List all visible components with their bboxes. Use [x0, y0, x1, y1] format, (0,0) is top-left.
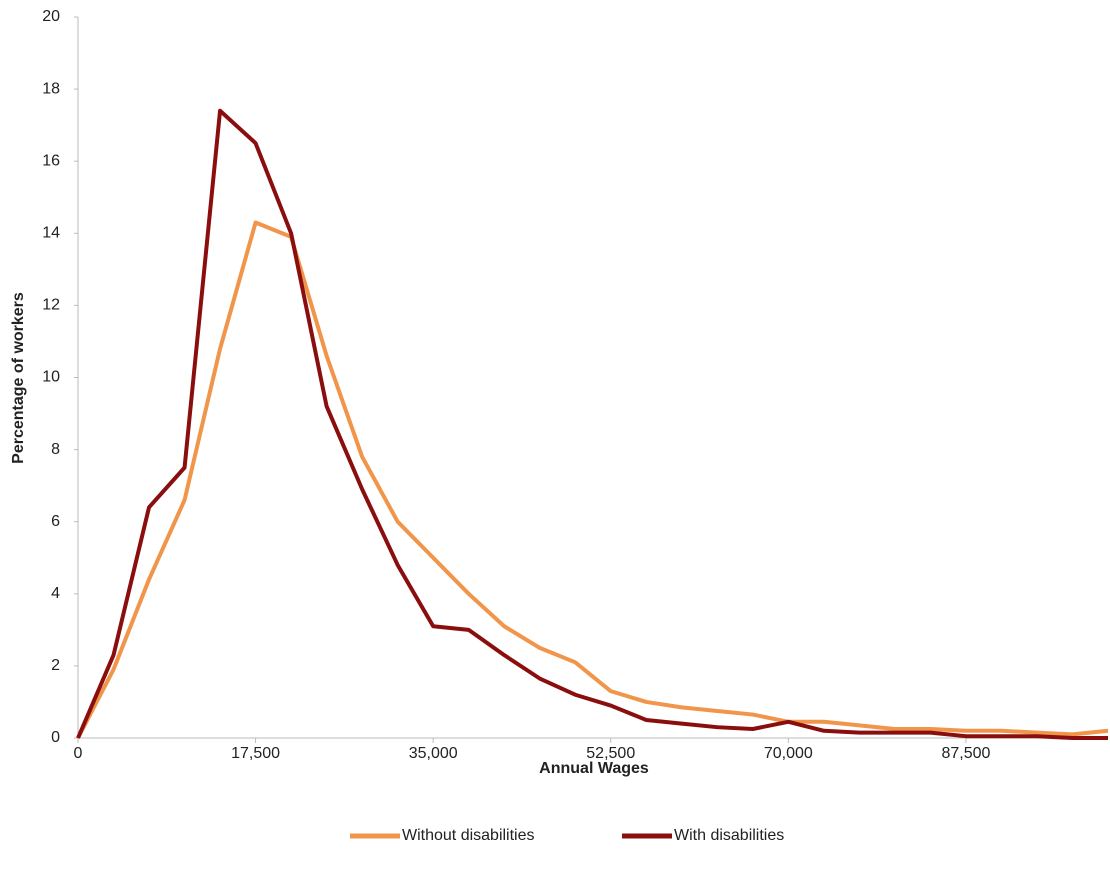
- line-series: [76, 220, 1109, 739]
- x-tick-label: 70,000: [764, 745, 813, 762]
- x-tick-label: 52,500: [586, 745, 635, 762]
- y-tick-label: 10: [42, 369, 60, 386]
- y-tick-label: 6: [51, 513, 60, 530]
- y-tick-label: 8: [51, 441, 60, 458]
- y-tick-label: 18: [42, 80, 60, 97]
- y-axis-title: Percentage of workers: [10, 292, 27, 464]
- y-tick-label: 4: [51, 585, 60, 602]
- y-tick-label: 0: [51, 729, 60, 746]
- y-tick-label: 20: [42, 8, 60, 25]
- legend-label: Without disabilities: [402, 827, 535, 844]
- x-tick-label: 87,500: [941, 745, 990, 762]
- y-tick-label: 2: [51, 657, 60, 674]
- x-tick-label: 17,500: [231, 745, 280, 762]
- x-tick-label: 35,000: [409, 745, 458, 762]
- x-tick-label: 0: [74, 745, 83, 762]
- y-tick-label: 12: [42, 297, 60, 314]
- y-tick-label: 16: [42, 152, 60, 169]
- legend-label: With disabilities: [674, 827, 784, 844]
- y-tick-label: 14: [42, 225, 60, 242]
- x-axis-title: Annual Wages: [539, 760, 649, 777]
- line-series: [76, 108, 1108, 740]
